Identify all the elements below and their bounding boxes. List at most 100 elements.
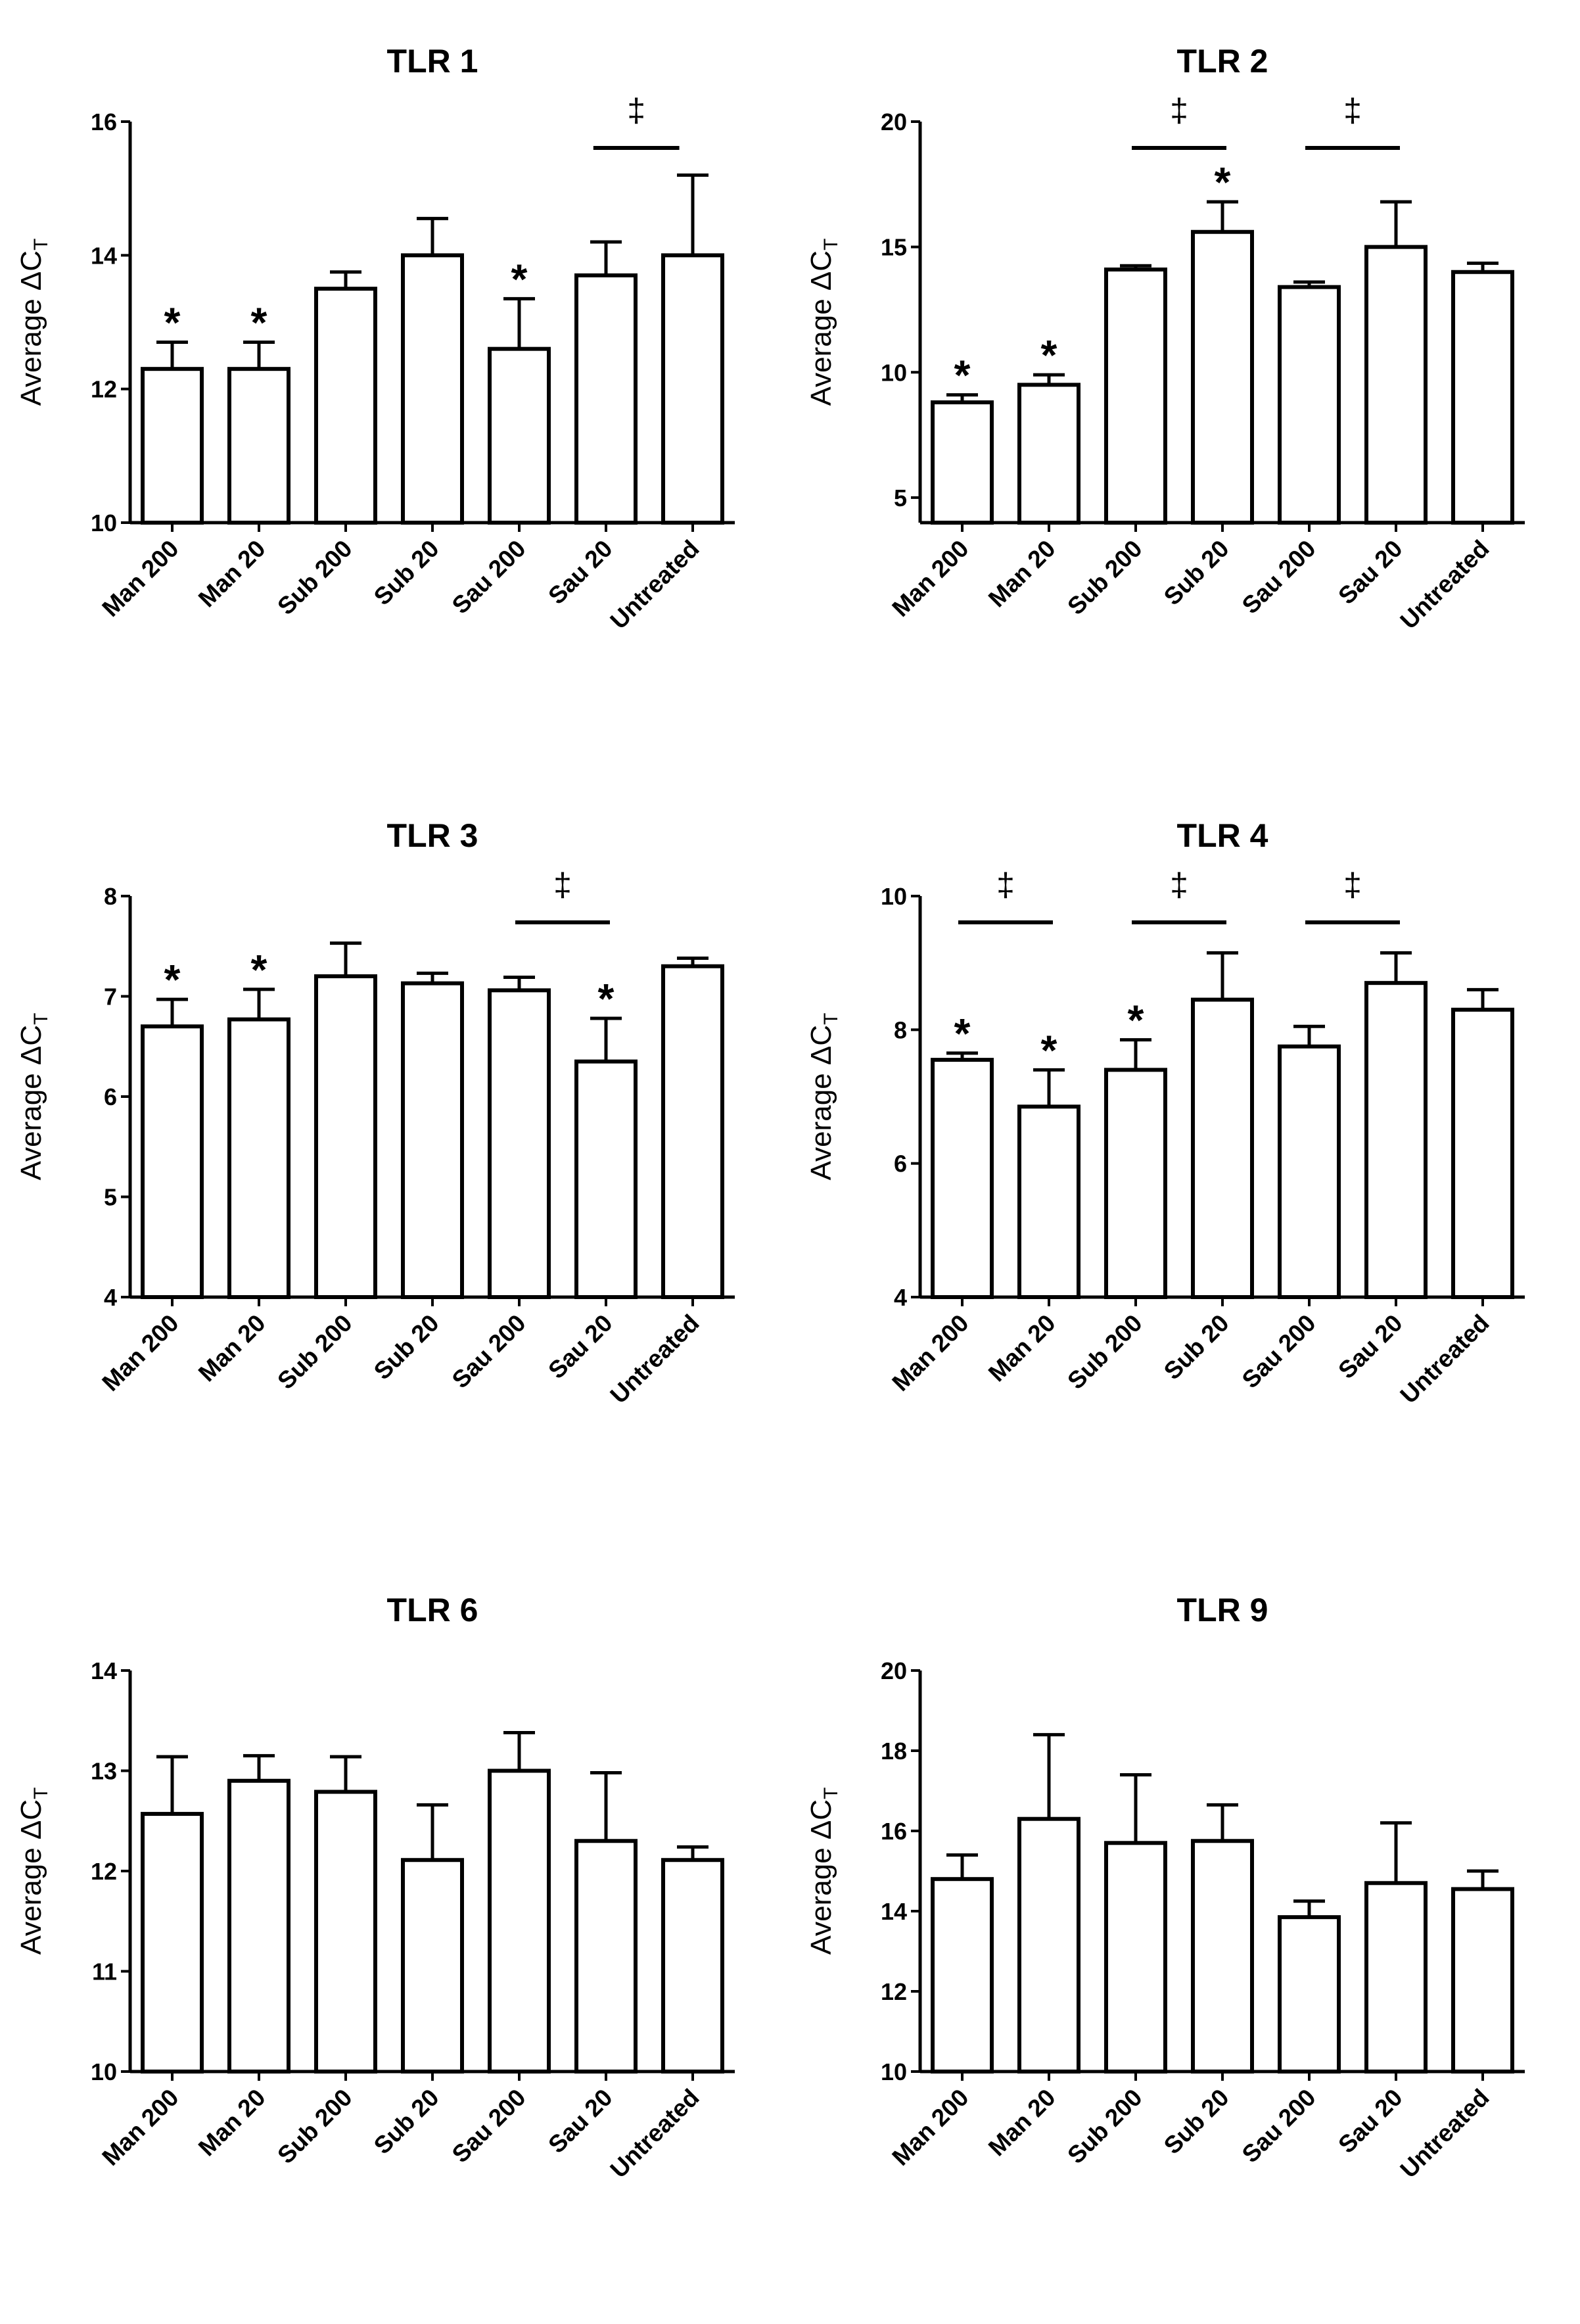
tlr-1-xtick-label: Sau 200: [447, 535, 531, 619]
tlr-3-xtick-label: Sau 20: [543, 1310, 617, 1384]
tlr-9-bar-man-20: [1017, 1816, 1080, 2074]
tlr-4-sig-dagger: ‡: [1343, 866, 1362, 903]
tlr-2-xtick-label: Man 200: [887, 535, 973, 622]
tlr-6-xtick-label: Man 20: [193, 2084, 271, 2162]
tlr-4-title: TLR 4: [1177, 817, 1268, 854]
tlr-2-bar-sau-20: [1364, 245, 1428, 525]
tlr-3-ytick-label: 4: [104, 1284, 117, 1311]
tlr-4-sig-star: *: [1041, 1026, 1057, 1074]
tlr-2-bar-man-200: [931, 400, 994, 525]
tlr-6-ytick-label: 10: [91, 2058, 117, 2085]
tlr-9-ytick-label: 12: [881, 1978, 907, 2005]
tlr-4-ytick-label: 8: [894, 1016, 907, 1043]
tlr-1-title: TLR 1: [387, 43, 478, 80]
tlr-3-bar-sau-200: [488, 988, 551, 1299]
tlr-3-bar-man-20: [227, 1017, 290, 1299]
chart-panel-tlr3: TLR 3 Average ΔCT 4 5 6 7 8 Man 200 Man 20 Sub 20…: [0, 774, 790, 1549]
tlr-2-ylabel-sub: T: [820, 239, 842, 250]
tlr-6-xtick-label: Sub 20: [369, 2084, 444, 2160]
tlr-2-ytick-label: 5: [894, 485, 907, 511]
chart-panel-tlr2: TLR 2 Average ΔCT 5 10 15 20 Man 200 Man 20 Sub …: [790, 0, 1580, 774]
tlr-1-xtick-label: Man 200: [97, 535, 183, 622]
tlr-3-ylabel: Average ΔCT: [15, 1013, 52, 1181]
tlr-3-xtick-label: Man 20: [193, 1310, 271, 1387]
tlr-6-bar-man-200: [141, 1812, 204, 2074]
tlr-1-xtick-label: Sub 20: [369, 535, 444, 611]
tlr-9-bar-sub-200: [1104, 1841, 1167, 2074]
tlr-4-bar-sau-20: [1364, 981, 1428, 1299]
tlr-9-xtick-label: Sub 200: [1062, 2084, 1147, 2169]
tlr-3-ytick-label: 6: [104, 1083, 117, 1110]
tlr-2-sig-star: *: [954, 352, 971, 399]
tlr-4-bar-untreated: [1451, 1007, 1514, 1299]
tlr-9-ytick-label: 10: [881, 2058, 907, 2085]
tlr-1-sig-dagger: ‡: [627, 92, 645, 129]
tlr-9-ytick-label: 14: [881, 1898, 907, 1925]
tlr-6-ytick-label: 11: [92, 1958, 117, 1985]
tlr-6-xtick-label: Sub 200: [272, 2084, 357, 2169]
tlr-1-bar-sub-20: [401, 253, 464, 525]
tlr-1-sig-star: *: [511, 255, 528, 302]
tlr-9-xtick-label: Man 200: [887, 2084, 973, 2171]
tlr-3-title: TLR 3: [387, 817, 478, 854]
tlr-3-ytick-label: 5: [104, 1184, 117, 1211]
tlr-9-ylabel: Average ΔCT: [805, 1788, 842, 1955]
tlr-2-ylabel: Average ΔCT: [805, 239, 842, 406]
tlr-2-xtick-label: Sub 20: [1159, 535, 1234, 611]
tlr-3-bar-sub-20: [401, 981, 464, 1299]
tlr-1-bar-untreated: [661, 253, 724, 525]
tlr-2-xtick-label: Sub 200: [1062, 535, 1147, 620]
tlr-2-xtick-label: Sau 20: [1333, 535, 1407, 609]
tlr-3-xtick-label: Sau 200: [447, 1310, 531, 1394]
tlr-6-ytick-label: 13: [91, 1758, 117, 1785]
tlr-4-sig-dagger: ‡: [996, 866, 1015, 903]
tlr-9-bar-sau-200: [1278, 1915, 1341, 2074]
tlr-2-xtick-label: Man 20: [983, 535, 1061, 613]
tlr-6-ytick-label: 12: [91, 1858, 117, 1885]
tlr-9-xtick-label: Untreated: [1395, 2084, 1495, 2183]
tlr-1-xtick-label: Untreated: [605, 535, 705, 634]
tlr-6-bar-sub-200: [314, 1790, 377, 2074]
tlr-3-ytick-label: 7: [104, 984, 117, 1010]
tlr-4-xtick-label: Sub 200: [1062, 1310, 1147, 1394]
tlr-1-bar-sub-200: [314, 287, 377, 525]
tlr-6-bar-sau-200: [488, 1768, 551, 2074]
tlr-1-bar-man-20: [227, 367, 290, 525]
tlr-2-bar-man-20: [1017, 383, 1080, 525]
tlr-3-ytick-label: 8: [104, 883, 117, 910]
tlr-4-ytick-label: 4: [894, 1284, 907, 1311]
tlr-1-ytick-label: 10: [91, 510, 117, 536]
tlr-1-ylabel-main: Average ΔC: [15, 250, 47, 406]
tlr-6-ylabel-sub: T: [30, 1788, 52, 1799]
tlr-3-xtick-label: Sub 20: [369, 1310, 444, 1385]
tlr-3-sig-star: *: [251, 946, 267, 993]
tlr-9-bar-untreated: [1451, 1887, 1514, 2074]
tlr-2-ytick-label: 15: [881, 234, 907, 261]
tlr-1-sig-star: *: [251, 299, 267, 346]
tlr-6-xtick-label: Sau 200: [447, 2084, 531, 2168]
tlr-6-xtick-label: Untreated: [605, 2084, 705, 2183]
tlr-1-xtick-label: Sau 20: [543, 535, 617, 609]
tlr-1-bar-sau-200: [488, 346, 551, 525]
tlr-9-xtick-label: Sub 20: [1159, 2084, 1234, 2160]
tlr-9-xtick-label: Sau 20: [1333, 2084, 1407, 2158]
chart-panel-tlr1: TLR 1 Average ΔCT 10 12 14 16 Man 200 Man 20 Sub…: [0, 0, 790, 774]
tlr-6-title: TLR 6: [387, 1592, 478, 1628]
tlr-9-ytick-label: 16: [881, 1818, 907, 1845]
tlr-4-sig-dagger: ‡: [1170, 866, 1188, 903]
tlr-2-title: TLR 2: [1177, 43, 1268, 80]
tlr-4-sig-star: *: [1128, 997, 1144, 1044]
tlr-9-bar-sau-20: [1364, 1881, 1428, 2074]
tlr-4-xtick-label: Sub 20: [1159, 1310, 1234, 1385]
tlr-9-bar-man-200: [931, 1877, 994, 2074]
tlr-9-ylabel-main: Average ΔC: [805, 1799, 837, 1955]
tlr-1-ytick-label: 12: [91, 376, 117, 403]
tlr-6-xtick-label: Sau 20: [543, 2084, 617, 2158]
tlr-6-ylabel-main: Average ΔC: [15, 1799, 47, 1955]
tlr-3-ylabel-main: Average ΔC: [15, 1025, 47, 1180]
